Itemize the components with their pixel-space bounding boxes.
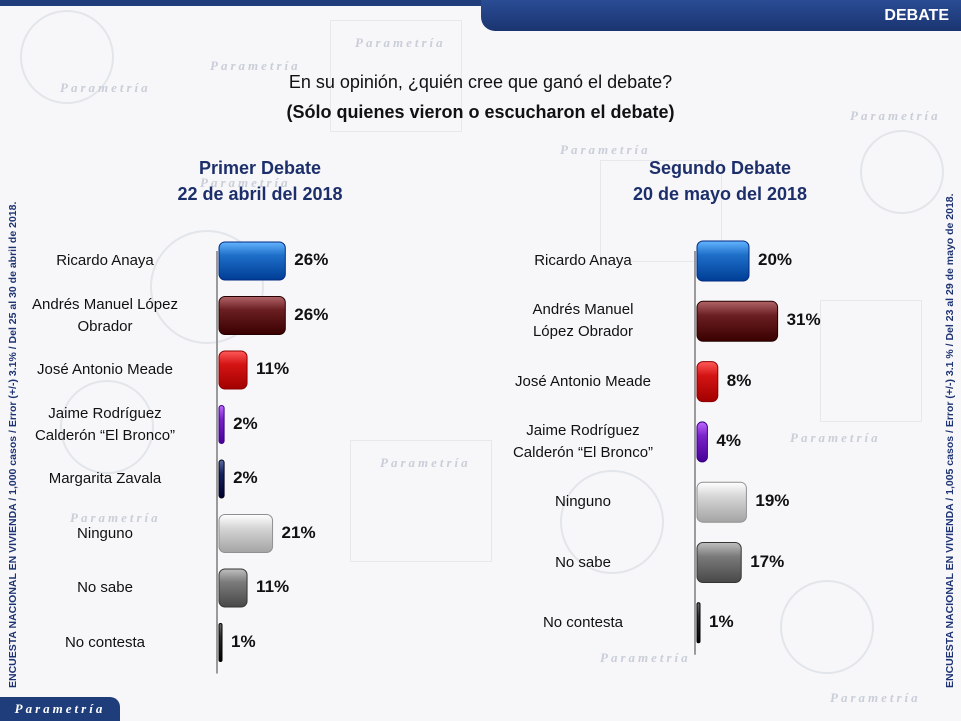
category-label-ninguno: Ninguno: [483, 491, 683, 513]
category-label-line: No sabe: [77, 579, 133, 596]
parametria-logo: Parametría: [0, 697, 120, 721]
value-label-anaya: 26%: [294, 250, 329, 269]
value-label-amlo: 26%: [294, 304, 329, 324]
category-label-anaya: Ricardo Anaya: [483, 250, 683, 272]
bar-amlo: [218, 296, 286, 335]
value-label-no_contesta: 1%: [231, 631, 256, 651]
chart-2-title: Segundo Debate: [648, 158, 791, 178]
value-label-bronco: 2%: [233, 413, 258, 433]
category-label-no_contesta: No contesta: [483, 612, 683, 634]
chart-1-title: Primer Debate: [198, 158, 322, 178]
category-label-anaya: Ricardo Anaya: [5, 250, 205, 272]
section-badge: DEBATE: [481, 0, 961, 31]
bar-ninguno: [696, 481, 747, 523]
bar-meade: [218, 350, 248, 390]
bar-zavala: [218, 459, 225, 499]
value-label-anaya: 20%: [758, 250, 793, 269]
value-label-bronco: 4%: [716, 430, 741, 450]
category-label-line: No sabe: [555, 553, 611, 571]
category-label-line: Ricardo Anaya: [534, 252, 632, 269]
value-label-no_contesta: 1%: [709, 611, 734, 631]
bar-anaya: [218, 241, 286, 281]
section-label: DEBATE: [884, 6, 949, 24]
category-label-line: Obrador: [77, 317, 133, 335]
category-label-line: Jaime Rodríguez: [526, 421, 640, 439]
category-label-line: No contesta: [542, 613, 624, 631]
bar-meade: [696, 361, 719, 403]
bar-amlo: [696, 300, 779, 342]
side-note-left: ENCUESTA NACIONAL EN VIVIENDA / 1,000 ca…: [7, 201, 19, 688]
value-label-ninguno: 21%: [281, 522, 316, 542]
category-label-no_sabe: No sabe: [5, 577, 205, 599]
bar-bronco: [696, 421, 708, 463]
category-label-bronco: Jaime Rodríguez Calderón “El Bronco”: [483, 420, 683, 464]
category-label-ninguno: Ninguno: [5, 523, 205, 545]
chart-1-subtitle: 22 de abril del 2018: [177, 184, 343, 204]
bar-no_contesta: [218, 623, 223, 662]
category-label-line: José Antonio Meade: [37, 361, 173, 378]
question-note: (Sólo quienes vieron o escucharon el deb…: [286, 102, 675, 122]
bar-ninguno: [218, 514, 274, 553]
category-label-line: Calderón “El Bronco”: [512, 443, 654, 461]
chart-2-subtitle: 20 de mayo del 2018: [632, 184, 808, 204]
category-label-line: Ninguno: [77, 524, 133, 542]
side-note-right: ENCUESTA NACIONAL EN VIVIENDA / 1,005 ca…: [944, 193, 956, 688]
category-label-meade: José Antonio Meade: [5, 359, 205, 381]
category-label-amlo: Andrés Manuel López Obrador: [5, 294, 205, 338]
value-label-meade: 8%: [726, 370, 752, 390]
category-label-amlo: Andrés Manuel López Obrador: [483, 299, 683, 343]
value-label-amlo: 31%: [786, 310, 821, 330]
category-label-line: Andrés Manuel: [532, 301, 634, 319]
category-label-meade: José Antonio Meade: [483, 371, 683, 393]
value-label-no_sabe: 11%: [256, 577, 290, 596]
category-label-line: Jaime Rodríguez: [48, 404, 162, 422]
top-bar: [0, 0, 961, 6]
value-label-meade: 11%: [256, 359, 290, 378]
category-label-line: Calderón “El Bronco”: [34, 426, 176, 444]
category-label-line: Ricardo Anaya: [56, 252, 154, 269]
category-label-line: Margarita Zavala: [48, 470, 162, 487]
category-label-line: Ninguno: [555, 493, 611, 511]
bar-no_sabe: [218, 568, 248, 608]
chart-1-title-block: Primer Debate 22 de abril del 2018: [130, 155, 390, 207]
value-label-no_sabe: 17%: [750, 551, 785, 571]
category-label-no_sabe: No sabe: [483, 552, 683, 574]
category-label-no_contesta: No contesta: [5, 632, 205, 654]
bar-anaya: [696, 240, 750, 282]
category-label-line: José Antonio Meade: [515, 372, 651, 390]
category-label-zavala: Margarita Zavala: [5, 468, 205, 490]
value-label-ninguno: 19%: [755, 491, 790, 511]
category-label-line: Andrés Manuel López: [32, 295, 178, 313]
category-label-line: López Obrador: [532, 323, 634, 341]
chart-2-title-block: Segundo Debate 20 de mayo del 2018: [590, 155, 850, 207]
value-label-zavala: 2%: [233, 468, 258, 487]
question-text: En su opinión, ¿quién cree que ganó el d…: [288, 72, 673, 92]
logo-text: Parametría: [14, 701, 106, 716]
bar-no_contesta: [696, 602, 701, 644]
category-label-bronco: Jaime Rodríguez Calderón “El Bronco”: [5, 403, 205, 447]
bar-no_sabe: [696, 542, 742, 583]
bar-bronco: [218, 405, 225, 444]
category-label-line: No contesta: [64, 633, 146, 651]
